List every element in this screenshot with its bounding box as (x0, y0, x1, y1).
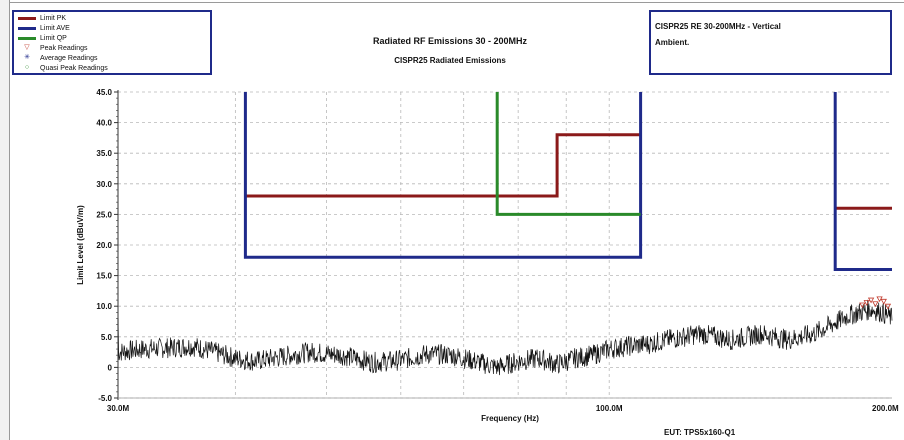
legend-swatch (18, 16, 36, 20)
chart-title: Radiated RF Emissions 30 - 200MHz (372, 36, 528, 46)
legend-label: Limit AVE (40, 24, 70, 32)
legend-swatch (18, 26, 36, 30)
legend-item: Limit QP (18, 33, 67, 43)
legend-label: Average Readings (40, 54, 98, 62)
y-tick-label: 40.0 (96, 119, 112, 128)
peak-reading-marker (872, 301, 879, 308)
x-tick-label: 30.0M (107, 404, 130, 413)
limit-line-limit-qp (495, 92, 641, 216)
measurement-trace (117, 299, 893, 376)
left-edge-bar (0, 0, 10, 440)
test-info-box: CISPR25 RE 30-200MHz - Vertical Ambient. (649, 10, 892, 75)
y-axis-label: Limit Level (dBuV/m) (76, 205, 85, 285)
y-tick-label: 15.0 (96, 272, 112, 281)
y-tick-label: 25.0 (96, 210, 112, 219)
eut-label: EUT: TPS5x160-Q1 (664, 428, 736, 437)
limit-line-limit-ave (243, 92, 643, 259)
peak-reading-marker (863, 300, 870, 306)
legend-item: ○ Quasi Peak Readings (18, 63, 108, 73)
legend-marker-icon: ○ (24, 64, 30, 71)
chart-subtitle: CISPR25 Radiated Emissions (394, 56, 506, 65)
y-tick-label: 10.0 (96, 302, 112, 311)
top-border (9, 2, 904, 3)
limit-line-limit-ave (833, 92, 892, 271)
y-tick-label: 35.0 (96, 149, 112, 158)
x-axis-label: Frequency (Hz) (481, 414, 539, 423)
legend-swatch (18, 36, 36, 40)
y-tick-label: 20.0 (96, 241, 112, 250)
peak-reading-marker (859, 302, 866, 309)
limit-line-limit-pk (245, 133, 641, 198)
y-tick-label: 5.0 (101, 333, 113, 342)
legend-marker-icon: ▽ (24, 44, 30, 51)
peak-reading-marker (867, 297, 875, 304)
y-tick-label: 45.0 (96, 88, 112, 97)
legend-label: Limit PK (40, 14, 67, 22)
legend-label: Limit QP (40, 34, 67, 42)
legend-label: Quasi Peak Readings (40, 64, 108, 72)
test-condition: Ambient. (655, 38, 690, 47)
y-tick-label: 0 (108, 363, 113, 372)
legend-item: ▽ Peak Readings (18, 43, 87, 53)
y-tick-label: -5.0 (98, 394, 112, 403)
legend-item: ✳ Average Readings (18, 53, 97, 63)
peak-reading-marker (880, 298, 887, 305)
x-tick-label: 200.0M (872, 404, 899, 413)
legend-marker-icon: ✳ (24, 54, 30, 61)
legend-label: Peak Readings (40, 44, 88, 52)
legend-item: Limit AVE (18, 23, 70, 33)
peak-reading-marker (884, 303, 892, 310)
test-description: CISPR25 RE 30-200MHz - Vertical (655, 22, 781, 31)
legend: Limit PK Limit AVE Limit QP ▽ Peak Readings ✳… (12, 10, 212, 75)
x-tick-label: 100.0M (596, 404, 623, 413)
y-tick-label: 30.0 (96, 180, 112, 189)
legend-item: Limit PK (18, 13, 66, 23)
